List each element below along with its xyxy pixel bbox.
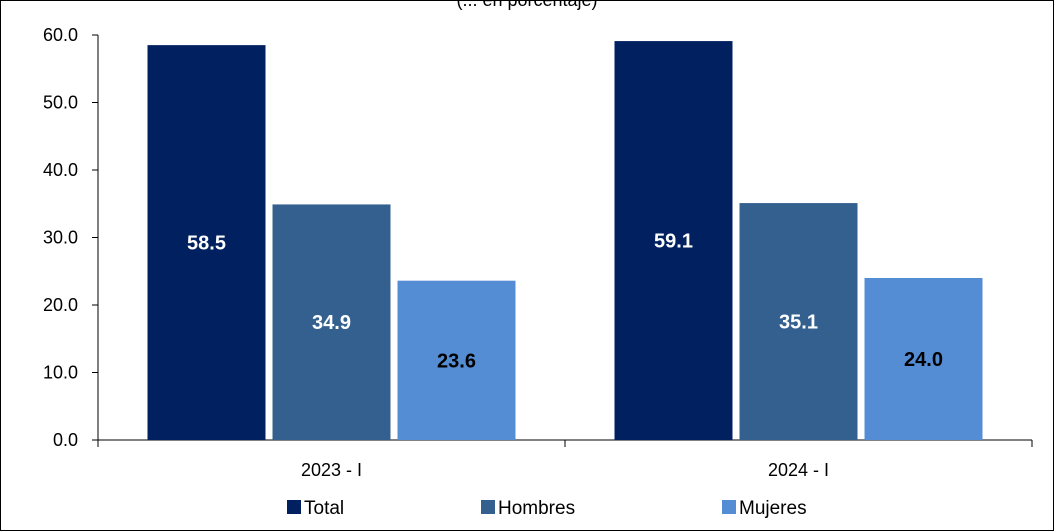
y-tick-label: 30.0 xyxy=(43,228,78,248)
legend-swatch-hombres xyxy=(481,500,495,514)
y-tick-label: 50.0 xyxy=(43,93,78,113)
bar-hombres-1 xyxy=(272,204,391,440)
bar-hombres-2 xyxy=(739,203,858,440)
legend-label-mujeres: Mujeres xyxy=(739,498,807,519)
chart-title: (... en porcentaje) xyxy=(456,0,597,10)
axes: 0.0 10.0 20.0 30.0 40.0 50.0 60.0 2023 - I 2024 … xyxy=(43,25,1033,480)
y-tick-label: 40.0 xyxy=(43,160,78,180)
data-label: 34.9 xyxy=(312,312,351,334)
y-tick-label: 60.0 xyxy=(43,25,78,45)
legend-swatch-mujeres xyxy=(722,500,736,514)
data-label: 23.6 xyxy=(437,350,476,372)
bars: 58.5 34.9 23.6 59.1 35.1 24.0 xyxy=(147,41,983,440)
x-tick-label: 2023 - I xyxy=(301,460,362,480)
legend-label-hombres: Hombres xyxy=(498,498,575,519)
data-label: 24.0 xyxy=(904,349,943,371)
x-tick-label: 2024 - I xyxy=(768,460,829,480)
y-tick-label: 10.0 xyxy=(43,363,78,383)
bar-total-2 xyxy=(614,41,733,440)
legend-swatch-total xyxy=(287,500,301,514)
data-label: 58.5 xyxy=(187,233,226,255)
bar-mujeres-2 xyxy=(864,278,983,440)
y-tick-label: 20.0 xyxy=(43,295,78,315)
data-label: 59.1 xyxy=(654,231,693,253)
bar-mujeres-1 xyxy=(397,280,516,440)
data-label: 35.1 xyxy=(779,312,818,334)
legend-label-total: Total xyxy=(304,498,344,519)
legend: Total Hombres Mujeres xyxy=(287,498,807,519)
y-tick-label: 0.0 xyxy=(53,430,78,450)
bar-total-1 xyxy=(147,45,266,440)
